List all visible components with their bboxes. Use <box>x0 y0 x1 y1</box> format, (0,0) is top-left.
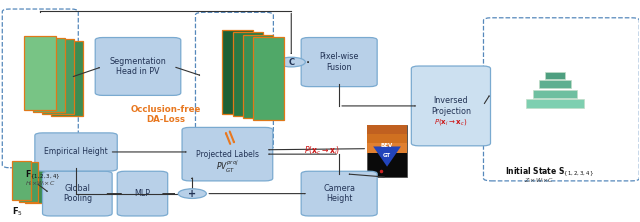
FancyBboxPatch shape <box>301 171 377 216</box>
FancyBboxPatch shape <box>35 133 117 171</box>
Text: $Z_i{\times}W_i{\times}C$: $Z_i{\times}W_i{\times}C$ <box>524 176 554 185</box>
FancyBboxPatch shape <box>532 90 577 98</box>
Text: $PV^{proj}_{GT}$: $PV^{proj}_{GT}$ <box>216 159 239 175</box>
FancyBboxPatch shape <box>232 32 263 116</box>
Polygon shape <box>373 147 401 167</box>
FancyBboxPatch shape <box>367 125 407 177</box>
FancyBboxPatch shape <box>182 127 273 181</box>
Text: BEV: BEV <box>381 143 393 148</box>
Text: $P(\mathbf{x}_i \rightarrow \mathbf{x}_c)$: $P(\mathbf{x}_i \rightarrow \mathbf{x}_c… <box>435 117 468 127</box>
Text: Segmentation
Head in PV: Segmentation Head in PV <box>109 57 166 76</box>
FancyBboxPatch shape <box>95 38 180 95</box>
FancyBboxPatch shape <box>42 39 74 114</box>
FancyBboxPatch shape <box>367 125 407 134</box>
FancyBboxPatch shape <box>367 143 407 153</box>
FancyBboxPatch shape <box>301 38 377 87</box>
FancyBboxPatch shape <box>19 162 38 202</box>
Text: Empirical Height: Empirical Height <box>44 147 108 157</box>
FancyBboxPatch shape <box>545 72 564 79</box>
FancyBboxPatch shape <box>222 30 253 114</box>
Text: C: C <box>288 57 294 67</box>
FancyBboxPatch shape <box>253 37 284 120</box>
FancyBboxPatch shape <box>3 9 78 168</box>
Circle shape <box>277 57 305 67</box>
FancyBboxPatch shape <box>33 38 65 112</box>
FancyBboxPatch shape <box>526 99 584 108</box>
Circle shape <box>178 189 206 198</box>
Text: Projected Labels: Projected Labels <box>196 150 259 159</box>
Text: $P(\mathbf{x}_c \rightarrow \mathbf{x}_i)$: $P(\mathbf{x}_c \rightarrow \mathbf{x}_i… <box>304 145 340 157</box>
FancyBboxPatch shape <box>243 35 273 118</box>
Text: Global
Pooling: Global Pooling <box>63 184 92 203</box>
FancyBboxPatch shape <box>412 66 490 146</box>
Text: +: + <box>188 189 196 199</box>
Text: Camera
Height: Camera Height <box>323 184 355 203</box>
Text: $\mathbf{F}_5$: $\mathbf{F}_5$ <box>12 206 23 218</box>
Text: Inversed
Projection: Inversed Projection <box>431 96 471 116</box>
Text: $H_i{\times}W_i{\times}C$: $H_i{\times}W_i{\times}C$ <box>25 179 56 188</box>
Text: Pixel-wise
Fusion: Pixel-wise Fusion <box>319 52 359 72</box>
FancyBboxPatch shape <box>195 12 273 149</box>
FancyBboxPatch shape <box>51 41 83 116</box>
FancyBboxPatch shape <box>12 161 31 200</box>
FancyBboxPatch shape <box>24 36 56 110</box>
FancyBboxPatch shape <box>25 163 44 203</box>
Text: Initial State $\mathbf{S}_{{\{1,2,3,4\}}}$: Initial State $\mathbf{S}_{{\{1,2,3,4\}}… <box>505 165 594 178</box>
FancyBboxPatch shape <box>42 171 112 216</box>
Text: MLP: MLP <box>134 189 150 198</box>
FancyBboxPatch shape <box>367 134 407 143</box>
Text: Occlusion-free
DA-Loss: Occlusion-free DA-Loss <box>131 105 201 124</box>
Text: $\mathbf{F}_{{\{1,2,3,4\}}}$: $\mathbf{F}_{{\{1,2,3,4\}}}$ <box>25 168 60 181</box>
FancyBboxPatch shape <box>483 18 639 181</box>
FancyBboxPatch shape <box>117 171 168 216</box>
FancyBboxPatch shape <box>539 81 571 88</box>
Text: GT: GT <box>383 153 391 158</box>
